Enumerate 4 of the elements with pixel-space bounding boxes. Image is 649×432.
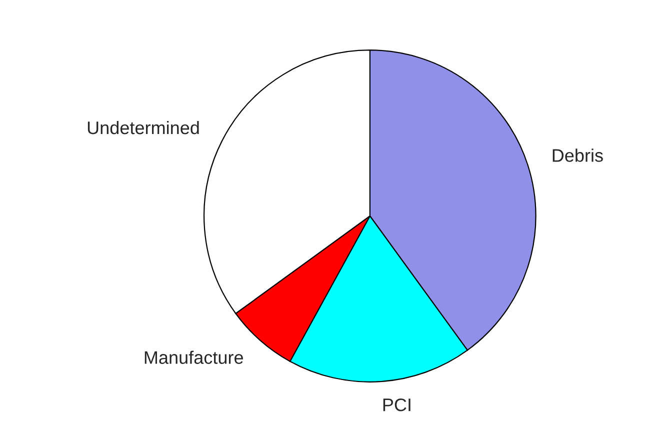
slice-label: Debris — [552, 148, 603, 162]
slice-label: Undetermined — [88, 120, 199, 134]
slice-label: PCI — [383, 398, 410, 412]
slice-label: Manufacture — [144, 350, 243, 364]
